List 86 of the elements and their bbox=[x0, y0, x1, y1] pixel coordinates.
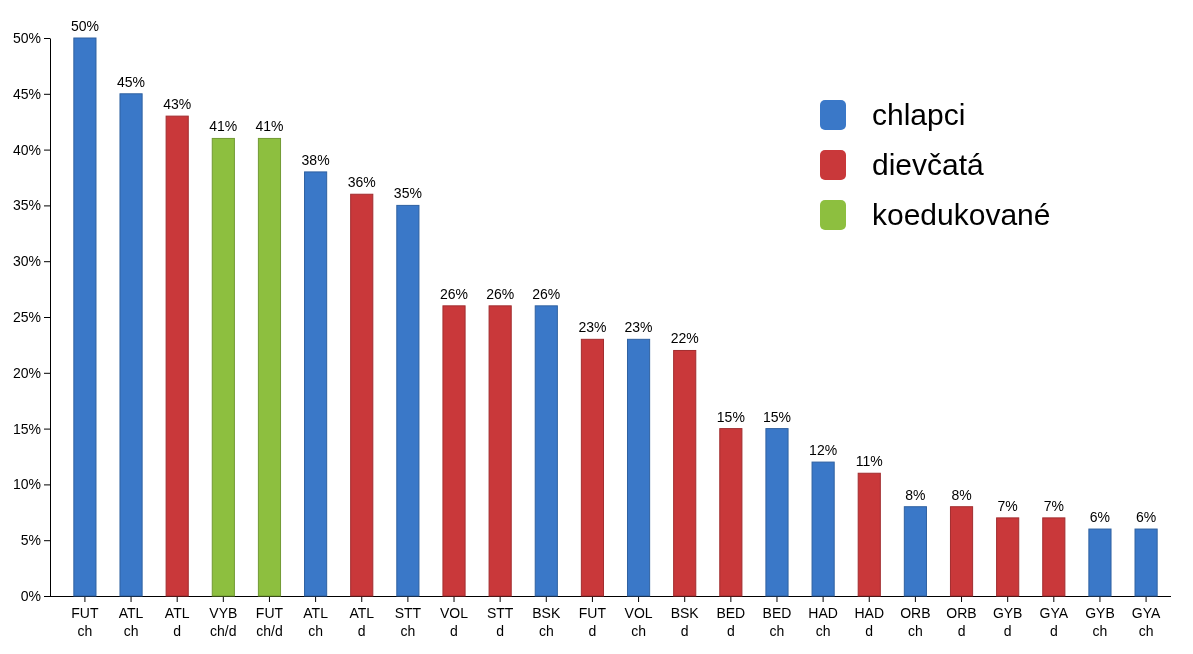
x-tick-label: ATL ch bbox=[118, 605, 144, 639]
x-tick-label: ATL d bbox=[164, 605, 190, 639]
bar bbox=[488, 305, 512, 597]
bar bbox=[1088, 528, 1112, 597]
x-tick-label: ORB d bbox=[946, 605, 977, 639]
x-tick-label: BED ch bbox=[762, 605, 792, 639]
bar bbox=[673, 349, 697, 597]
bar bbox=[165, 115, 189, 597]
data-label: 43% bbox=[163, 96, 192, 113]
bar bbox=[996, 517, 1020, 597]
data-label: 41% bbox=[255, 118, 284, 135]
bar bbox=[857, 472, 881, 597]
x-tick-label: GYB d bbox=[992, 605, 1023, 639]
data-label: 26% bbox=[532, 285, 561, 302]
y-tick-label: 20% bbox=[12, 364, 41, 381]
x-tick-label: VOL ch bbox=[624, 605, 653, 639]
x-tick-label: VOL d bbox=[440, 605, 469, 639]
x-tick-label: GYB ch bbox=[1085, 605, 1115, 639]
data-label: 15% bbox=[762, 408, 791, 425]
x-tick-label: BSK d bbox=[670, 605, 700, 639]
data-label: 38% bbox=[301, 151, 330, 168]
bar bbox=[350, 193, 374, 597]
bar bbox=[119, 93, 143, 597]
data-label: 22% bbox=[670, 330, 699, 347]
y-tick-label: 10% bbox=[12, 476, 41, 493]
data-label: 23% bbox=[578, 319, 607, 336]
y-tick-label: 15% bbox=[12, 420, 41, 437]
x-tick-label: GYA d bbox=[1039, 605, 1069, 639]
x-tick-label: STT d bbox=[486, 605, 514, 639]
y-tick-label: 25% bbox=[12, 308, 41, 325]
legend-label: koedukované bbox=[872, 198, 1051, 231]
bar bbox=[949, 506, 974, 597]
data-label: 7% bbox=[997, 497, 1018, 514]
legend-label: chlapci bbox=[872, 98, 966, 131]
bar bbox=[627, 338, 651, 597]
bar bbox=[73, 37, 97, 597]
x-tick-label: BED d bbox=[716, 605, 746, 639]
bar bbox=[1042, 517, 1066, 597]
data-label: 41% bbox=[209, 118, 238, 135]
x-tick-label: ORB ch bbox=[900, 605, 931, 639]
x-tick-label: ATL d bbox=[349, 605, 375, 639]
bar bbox=[719, 428, 743, 597]
data-label: 6% bbox=[1135, 509, 1157, 526]
bar bbox=[580, 338, 604, 597]
y-tick-label: 30% bbox=[12, 253, 41, 270]
bar bbox=[1134, 528, 1158, 597]
y-tick-label: 5% bbox=[20, 532, 41, 549]
x-tick-label: STT ch bbox=[394, 605, 422, 639]
data-label: 11% bbox=[855, 453, 883, 470]
bar bbox=[903, 506, 927, 597]
data-label: 12% bbox=[809, 442, 838, 459]
x-tick-label: FUT ch/d bbox=[255, 605, 284, 639]
bar bbox=[304, 171, 328, 597]
x-tick-label: BSK ch bbox=[532, 605, 561, 639]
data-label: 50% bbox=[70, 18, 99, 34]
y-tick-label: 45% bbox=[12, 85, 41, 102]
x-tick-label: VYB ch/d bbox=[209, 605, 238, 639]
data-label: 7% bbox=[1043, 497, 1064, 514]
data-label: 6% bbox=[1089, 509, 1111, 526]
x-tick-label: FUT ch bbox=[71, 605, 99, 639]
bar bbox=[211, 137, 235, 597]
y-tick-label: 40% bbox=[12, 141, 41, 158]
data-label: 26% bbox=[440, 285, 469, 302]
x-tick-label: FUT d bbox=[578, 605, 607, 639]
bar bbox=[534, 305, 558, 597]
y-tick-label: 35% bbox=[12, 197, 41, 214]
x-tick-label: GYA ch bbox=[1131, 605, 1162, 639]
x-tick-label: HAD d bbox=[854, 605, 885, 639]
bar bbox=[257, 137, 282, 597]
data-label: 35% bbox=[393, 185, 422, 202]
y-tick-label: 50% bbox=[12, 29, 41, 46]
legend-label: dievčatá bbox=[872, 148, 985, 181]
data-label: 8% bbox=[951, 486, 972, 503]
data-label: 36% bbox=[347, 174, 376, 191]
data-label: 26% bbox=[486, 285, 515, 302]
data-label: 45% bbox=[117, 73, 146, 90]
bar bbox=[765, 428, 789, 597]
data-label: 23% bbox=[624, 319, 653, 336]
bar bbox=[811, 461, 835, 597]
bar bbox=[396, 204, 420, 597]
data-label: 15% bbox=[716, 408, 745, 425]
x-tick-label: ATL ch bbox=[303, 605, 329, 639]
x-tick-label: HAD ch bbox=[808, 605, 838, 639]
y-tick-label: 0% bbox=[20, 587, 41, 604]
data-label: 8% bbox=[905, 486, 926, 503]
bar bbox=[442, 305, 466, 597]
